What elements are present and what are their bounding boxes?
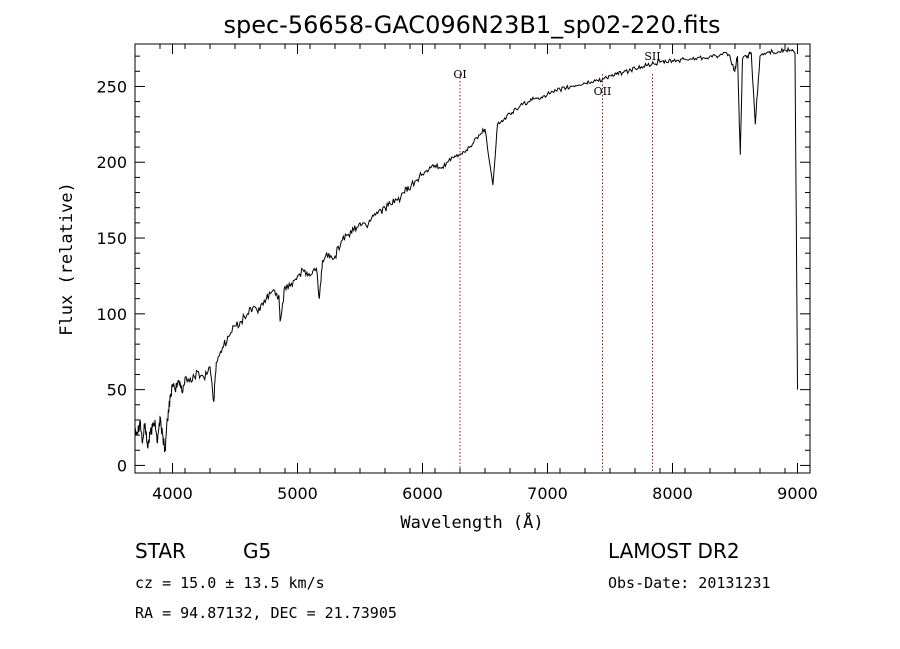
y-axis-label: Flux (relative) xyxy=(57,182,77,336)
y-tick-label: 50 xyxy=(107,381,127,400)
x-tick-label: 9000 xyxy=(777,484,818,503)
redshift-cz: cz = 15.0 ± 13.5 km/s xyxy=(135,574,325,592)
spectrum-line xyxy=(134,46,798,453)
subclass: G5 xyxy=(243,539,271,563)
chart-title: spec-56658-GAC096N23B1_sp02-220.fits xyxy=(223,11,720,39)
plot-frame xyxy=(134,43,811,474)
line-marker-label: OII xyxy=(594,85,612,98)
x-tick-label: 6000 xyxy=(402,484,443,503)
x-tick-label: 7000 xyxy=(527,484,568,503)
y-tick-label: 100 xyxy=(96,305,127,324)
y-tick-label: 150 xyxy=(96,229,127,248)
line-marker-label: OI xyxy=(453,68,466,81)
object-type: STAR xyxy=(135,539,186,563)
line-marker-label: SII xyxy=(644,50,660,63)
line-markers: OI OII SII xyxy=(453,50,661,473)
y-tick-label: 250 xyxy=(96,77,127,96)
y-tick-label: 0 xyxy=(117,456,127,475)
obs-date: Obs-Date: 20131231 xyxy=(608,574,771,592)
x-tick-label: 5000 xyxy=(277,484,318,503)
x-tick-label: 8000 xyxy=(652,484,693,503)
y-tick-label: 200 xyxy=(96,153,127,172)
axis-ticks: 4000 5000 6000 7000 8000 9000 0 50 100 150 200 250 xyxy=(96,44,818,503)
x-tick-label: 4000 xyxy=(152,484,193,503)
survey-name: LAMOST DR2 xyxy=(608,539,740,563)
coordinates: RA = 94.87132, DEC = 21.73905 xyxy=(135,604,397,622)
x-axis-label: Wavelength (Å) xyxy=(400,511,543,533)
